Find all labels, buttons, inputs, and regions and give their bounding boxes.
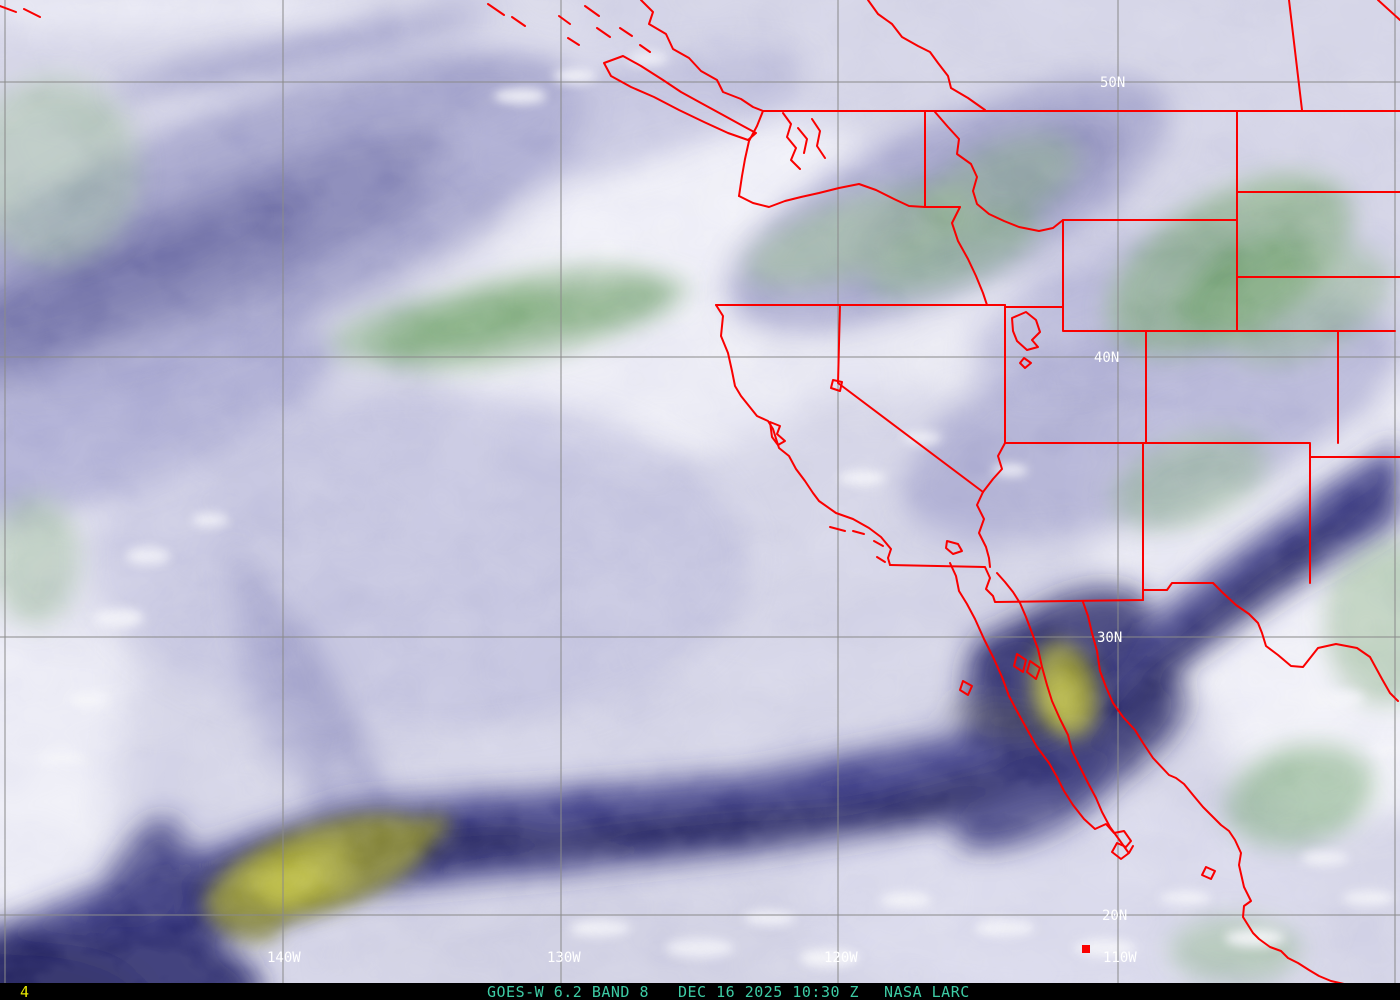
oregon-idaho-border: [951, 206, 988, 306]
idaho-montana-border: [934, 111, 1064, 232]
label-50n: 50N: [1100, 75, 1125, 91]
islas-marias: [1201, 866, 1216, 880]
baja-west-coastline: [949, 562, 1134, 860]
rio-grande-border: [1212, 582, 1399, 702]
utah-lake: [1019, 357, 1032, 369]
baja-east-coastline: [996, 572, 1129, 853]
wyoming-borders: [1062, 219, 1238, 332]
salton-sea: [945, 540, 963, 555]
label-130w: 130W: [547, 950, 581, 966]
bc-alberta-border: [867, 0, 986, 111]
nw-corner-islands: [0, 5, 41, 18]
credit-label: NASA LARC: [884, 983, 970, 1000]
california-nevada-border: [837, 304, 984, 493]
columbia-river-border: [738, 183, 961, 208]
label-30n: 30N: [1097, 630, 1122, 646]
37n-state-border: [1004, 442, 1400, 458]
label-120w: 120W: [824, 950, 858, 966]
label-20n: 20N: [1102, 908, 1127, 924]
product-label: GOES-W 6.2 BAND 8: [487, 983, 649, 1000]
gulf-midriff-islands: [1013, 653, 1041, 680]
bc-islands: [487, 3, 651, 53]
washington-coastline: [738, 110, 764, 197]
cedros-island: [959, 680, 973, 696]
dakota-borders: [1236, 191, 1400, 332]
sonora-sinaloa-coastline: [1082, 601, 1345, 985]
label-40n: 40N: [1094, 350, 1119, 366]
lake-tahoe: [830, 379, 843, 392]
label-110w: 110W: [1103, 950, 1137, 966]
ne-corner-border: [1377, 0, 1400, 21]
alberta-sask-border: [1288, 0, 1303, 111]
us-mexico-border: [889, 564, 1214, 603]
label-140w: 140W: [267, 950, 301, 966]
great-salt-lake: [1011, 311, 1041, 351]
grid-labels: 50N 40N 30N 20N 140W 130W 120W 110W: [267, 75, 1137, 966]
bottom-annotation-bar: 4 GOES-W 6.2 BAND 8 DEC 16 2025 10:30 Z …: [0, 983, 1400, 1000]
puget-sound-inlets: [782, 112, 826, 170]
bottom-bar-background: [0, 983, 1400, 1000]
42n-state-border: [715, 304, 1064, 308]
california-coastline: [715, 304, 892, 566]
vancouver-island: [603, 55, 757, 141]
frame-number: 4: [20, 983, 29, 1000]
timestamp-label: DEC 16 2025 10:30 Z: [678, 983, 859, 1000]
san-francisco-bay: [769, 421, 786, 446]
nevada-arizona-river: [982, 442, 1006, 493]
channel-islands: [829, 526, 886, 563]
bc-coastline: [640, 0, 764, 112]
california-arizona-river: [976, 491, 991, 568]
socorro-island-marker: [1082, 945, 1090, 953]
